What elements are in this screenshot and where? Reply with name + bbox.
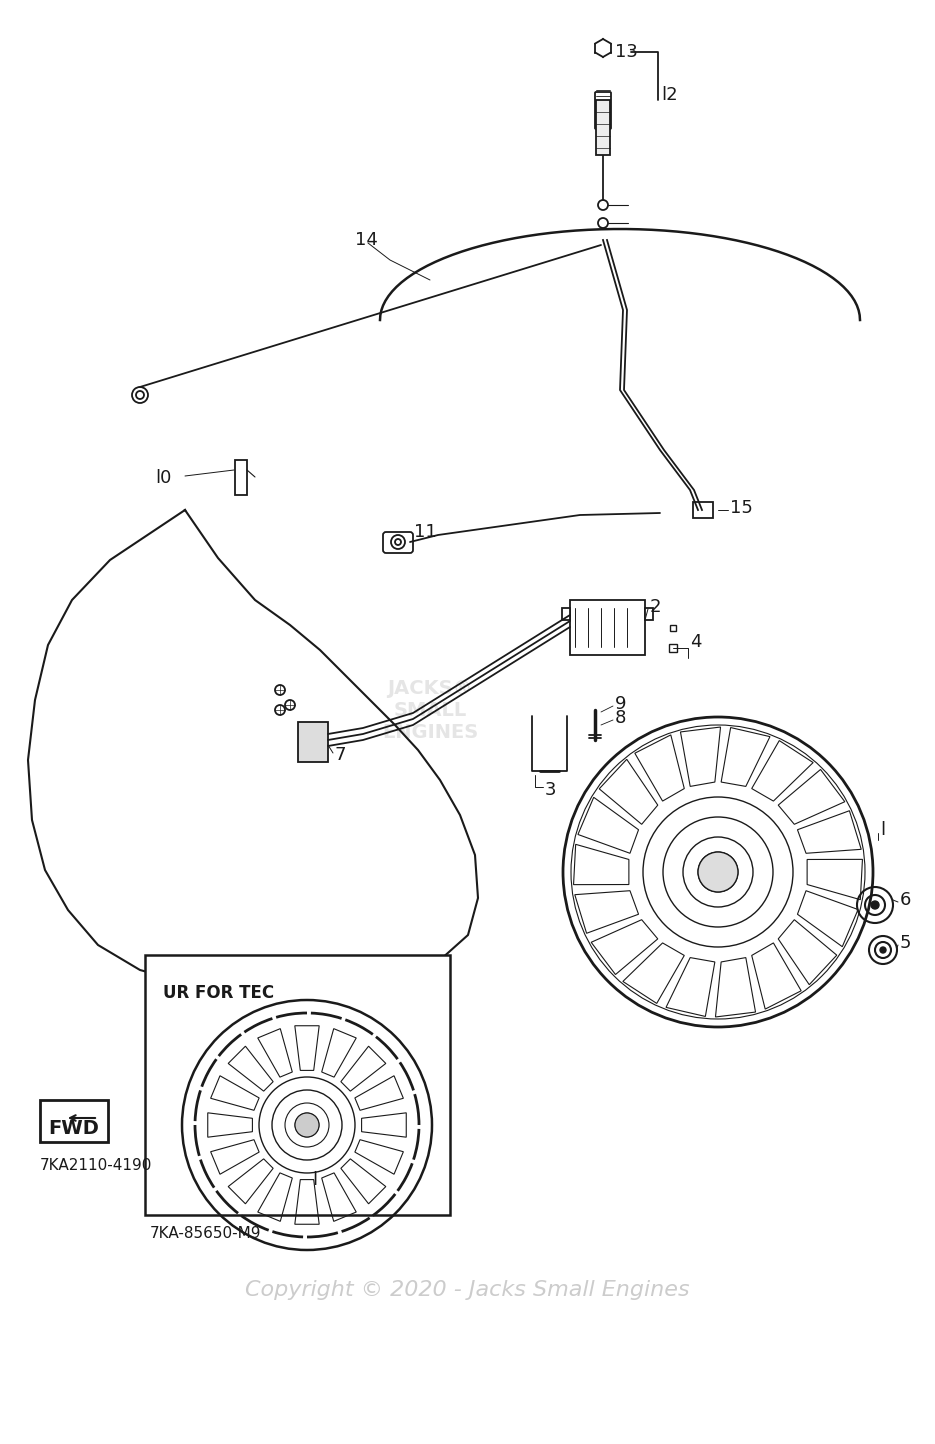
FancyBboxPatch shape <box>383 531 413 553</box>
FancyBboxPatch shape <box>595 92 611 129</box>
FancyBboxPatch shape <box>235 461 247 495</box>
FancyBboxPatch shape <box>596 100 610 155</box>
Circle shape <box>871 901 879 910</box>
Text: 2: 2 <box>650 598 661 617</box>
FancyBboxPatch shape <box>562 608 570 619</box>
FancyBboxPatch shape <box>645 608 653 619</box>
Text: l: l <box>880 822 885 839</box>
Text: Copyright © 2020 - Jacks Small Engines: Copyright © 2020 - Jacks Small Engines <box>245 1279 689 1300</box>
Text: 14: 14 <box>355 231 378 248</box>
FancyBboxPatch shape <box>40 1100 108 1142</box>
Circle shape <box>880 947 886 953</box>
Text: 15: 15 <box>730 500 753 517</box>
FancyBboxPatch shape <box>693 503 713 518</box>
Text: 5: 5 <box>900 934 912 952</box>
Text: JACKS®
SMALL
ENGINES: JACKS® SMALL ENGINES <box>381 679 478 742</box>
FancyBboxPatch shape <box>570 601 645 656</box>
Text: l2: l2 <box>661 87 678 104</box>
Text: FWD: FWD <box>48 1119 99 1138</box>
Text: 4: 4 <box>690 632 701 651</box>
Text: 9: 9 <box>615 695 626 713</box>
Text: 13: 13 <box>615 43 638 61</box>
FancyBboxPatch shape <box>298 722 328 762</box>
Text: UR FOR TEC: UR FOR TEC <box>163 983 274 1002</box>
Text: 7KA-85650-M9: 7KA-85650-M9 <box>150 1226 262 1240</box>
Circle shape <box>698 852 738 892</box>
Text: 8: 8 <box>615 709 626 726</box>
Text: 11: 11 <box>414 523 437 542</box>
Text: 7: 7 <box>335 747 347 764</box>
FancyBboxPatch shape <box>145 954 450 1214</box>
Text: 3: 3 <box>545 781 556 799</box>
Text: 6: 6 <box>900 891 912 910</box>
Text: l0: l0 <box>155 469 171 487</box>
Circle shape <box>295 1113 319 1136</box>
Text: l: l <box>312 1171 317 1188</box>
Text: 7KA2110-4190: 7KA2110-4190 <box>40 1158 152 1173</box>
